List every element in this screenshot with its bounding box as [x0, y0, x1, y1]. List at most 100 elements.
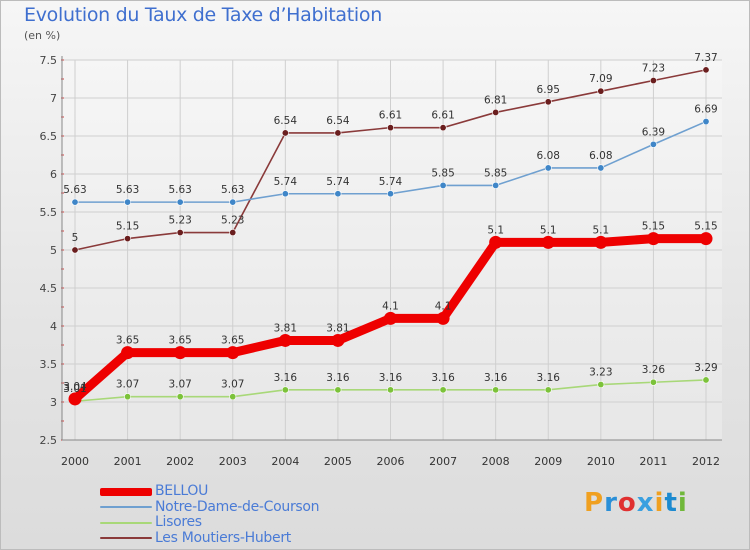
x-tick-label: 2009	[534, 455, 562, 468]
x-tick-label: 2005	[324, 455, 352, 468]
y-tick-label: 5	[50, 244, 57, 257]
x-tick-label: 2007	[429, 455, 457, 468]
data-label: 6.39	[642, 126, 665, 138]
data-point	[492, 386, 500, 394]
y-tick-label: 5.5	[40, 206, 58, 219]
data-point	[334, 190, 342, 198]
data-label: 5.63	[221, 184, 244, 196]
data-label: 5	[72, 232, 79, 244]
data-label: 5.23	[168, 215, 191, 227]
data-point	[649, 140, 657, 148]
data-point	[649, 378, 657, 386]
data-label: 5.15	[694, 221, 717, 233]
data-point	[176, 229, 184, 237]
x-tick-label: 2010	[587, 455, 615, 468]
data-point	[121, 346, 135, 360]
data-point	[281, 386, 289, 394]
data-label: 6.61	[379, 110, 402, 122]
data-point	[226, 346, 240, 360]
data-point	[124, 198, 132, 206]
x-tick-label: 2008	[482, 455, 510, 468]
data-label: 3.81	[326, 322, 349, 334]
data-label: 5.74	[274, 176, 298, 188]
data-label: 3.16	[431, 372, 455, 384]
data-label: 5.15	[642, 221, 665, 233]
data-point	[176, 198, 184, 206]
proxiti-logo: Proxiti	[584, 488, 688, 518]
data-point	[281, 129, 289, 137]
data-label: 3.81	[274, 322, 297, 334]
y-tick-label: 3	[50, 396, 57, 409]
legend-item-bellou[interactable]: BELLOU	[100, 483, 319, 500]
data-point	[71, 198, 79, 206]
data-point	[71, 246, 79, 254]
data-label: 5.1	[487, 224, 504, 236]
x-tick-label: 2006	[377, 455, 405, 468]
data-label: 6.54	[274, 115, 298, 127]
legend-item-notre-dame-de-courson[interactable]: Notre-Dame-de-Courson	[100, 498, 320, 516]
data-label: 6.08	[537, 150, 560, 162]
data-point	[492, 108, 500, 116]
data-point	[386, 124, 394, 132]
data-point	[439, 124, 447, 132]
data-point	[124, 393, 132, 401]
data-point	[702, 376, 710, 384]
data-label: 5.15	[116, 221, 139, 233]
y-tick-label: 2.5	[40, 434, 58, 447]
data-point	[489, 235, 503, 249]
data-point	[544, 164, 552, 172]
y-tick-label: 4.5	[40, 282, 58, 295]
data-label: 4.1	[435, 300, 452, 312]
data-label: 3.07	[168, 379, 191, 391]
data-label: 5.1	[540, 224, 557, 236]
data-label: 5.74	[379, 176, 403, 188]
data-label: 6.69	[694, 104, 717, 116]
data-label: 3.65	[221, 335, 244, 347]
x-tick-label: 2001	[114, 455, 142, 468]
data-point	[334, 129, 342, 137]
data-point	[544, 386, 552, 394]
y-tick-label: 4	[50, 320, 57, 333]
data-point	[541, 235, 555, 249]
data-point	[594, 235, 608, 249]
data-label: 5.63	[116, 184, 139, 196]
data-label: 6.95	[537, 84, 560, 96]
legend-swatch	[100, 506, 152, 509]
data-label: 7.37	[694, 52, 717, 64]
data-label: 5.85	[484, 167, 507, 179]
data-point	[597, 87, 605, 95]
data-point	[702, 118, 710, 126]
data-label: 5.23	[221, 215, 244, 227]
legend-item-les-moutiers-hubert[interactable]: Les Moutiers-Hubert	[100, 529, 319, 547]
legend-label: Lisores	[155, 514, 202, 530]
data-point	[176, 393, 184, 401]
data-label: 6.08	[589, 150, 612, 162]
data-label: 6.81	[484, 94, 507, 106]
legend-label: BELLOU	[155, 483, 209, 499]
data-label: 3.01	[63, 383, 86, 395]
data-point	[597, 381, 605, 389]
y-tick-label: 7	[50, 92, 57, 105]
legend-item-lisores[interactable]: Lisores	[100, 514, 319, 531]
legend-label: Notre-Dame-de-Courson	[155, 498, 320, 515]
data-point	[173, 346, 187, 360]
data-point	[702, 66, 710, 74]
legend-label: Les Moutiers-Hubert	[155, 529, 291, 546]
x-tick-label: 2011	[639, 455, 667, 468]
data-label: 3.16	[326, 372, 350, 384]
legend: BELLOU Notre-Dame-de-Courson Lisores Les…	[100, 483, 320, 547]
y-tick-label: 3.5	[40, 358, 58, 371]
data-point	[439, 386, 447, 394]
y-tick-label: 6.5	[40, 130, 58, 143]
data-label: 4.1	[382, 300, 399, 312]
data-label: 7.23	[642, 63, 665, 75]
data-label: 5.1	[592, 224, 609, 236]
data-label: 3.26	[642, 364, 666, 376]
x-tick-label: 2000	[61, 455, 89, 468]
data-label: 3.16	[274, 372, 298, 384]
data-point	[439, 181, 447, 189]
data-label: 3.16	[379, 372, 403, 384]
data-label: 3.29	[694, 362, 717, 374]
